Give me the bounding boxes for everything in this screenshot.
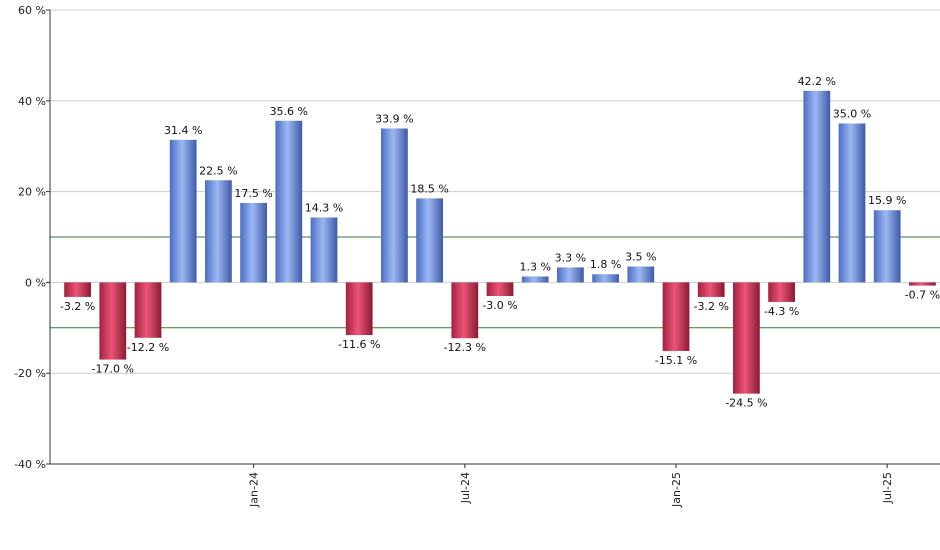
x-tick-label: Jan-25 bbox=[670, 472, 683, 508]
y-tick-label: -20 % bbox=[14, 367, 46, 380]
bar-positive bbox=[627, 266, 655, 283]
data-label: -0.7 % bbox=[905, 289, 940, 302]
data-label: -11.6 % bbox=[338, 338, 380, 351]
threshold-lines bbox=[50, 236, 940, 329]
bar-negative bbox=[733, 282, 760, 394]
x-tick-label: Jan-24 bbox=[248, 472, 261, 508]
axes: 60 % 40 % 20 % 0 % -20 % -40 % Jan-24 Jul-24 Jan… bbox=[14, 4, 940, 508]
data-label: 18.5 % bbox=[410, 182, 448, 195]
data-label: 22.5 % bbox=[199, 164, 237, 177]
data-label: -3.0 % bbox=[482, 299, 517, 312]
data-label: -12.3 % bbox=[444, 341, 486, 354]
bar-positive bbox=[873, 210, 901, 283]
bar-positive bbox=[521, 276, 549, 283]
data-label: 35.0 % bbox=[833, 108, 871, 121]
data-label: 31.4 % bbox=[164, 124, 202, 137]
bar-positive bbox=[557, 267, 584, 283]
data-label: 1.3 % bbox=[519, 260, 550, 273]
bar-negative bbox=[697, 282, 725, 297]
data-label: -4.3 % bbox=[764, 305, 799, 318]
data-labels: -3.2 % -17.0 % -12.2 % 31.4 % 22.5 % 17.5 % 35… bbox=[60, 75, 940, 410]
bar-positive bbox=[275, 120, 303, 283]
bar-negative bbox=[64, 282, 91, 297]
data-label: 3.5 % bbox=[625, 251, 656, 264]
data-label: 35.6 % bbox=[270, 105, 308, 118]
bar-negative bbox=[134, 282, 162, 338]
data-label: -24.5 % bbox=[725, 397, 767, 410]
y-tick-label: 20 % bbox=[18, 186, 46, 199]
bar-positive bbox=[169, 139, 197, 283]
bar-positive bbox=[592, 274, 619, 283]
data-label: -3.2 % bbox=[60, 300, 95, 313]
bar-positive bbox=[310, 217, 338, 283]
bar-negative bbox=[909, 282, 936, 286]
bar-negative bbox=[662, 282, 690, 351]
bar-positive bbox=[803, 90, 831, 283]
x-tick-label: Jul-24 bbox=[459, 472, 472, 504]
bar-positive bbox=[381, 128, 408, 283]
bar-positive bbox=[240, 202, 267, 283]
data-label: 15.9 % bbox=[868, 194, 906, 207]
data-label: 14.3 % bbox=[305, 201, 343, 214]
y-tick-label: 60 % bbox=[18, 4, 46, 17]
bar-negative bbox=[99, 282, 127, 360]
bar-positive bbox=[838, 123, 866, 283]
data-label: -3.2 % bbox=[693, 300, 728, 313]
y-tick-label: 0 % bbox=[25, 276, 46, 289]
data-label: -17.0 % bbox=[92, 363, 134, 376]
data-label: -12.2 % bbox=[127, 341, 169, 354]
bar-negative bbox=[451, 282, 479, 339]
bar-negative bbox=[345, 282, 373, 336]
bar-negative bbox=[768, 282, 795, 302]
bars bbox=[64, 90, 936, 394]
bar-positive bbox=[205, 180, 232, 283]
x-tick-label: Jul-25 bbox=[881, 472, 894, 504]
data-label: 17.5 % bbox=[234, 187, 272, 200]
data-label: 3.3 % bbox=[555, 251, 586, 264]
bar-positive bbox=[416, 198, 443, 283]
y-tick-label: -40 % bbox=[14, 458, 46, 471]
data-label: 1.8 % bbox=[590, 258, 621, 271]
y-tick-label: 40 % bbox=[18, 95, 46, 108]
data-label: 42.2 % bbox=[798, 75, 836, 88]
bar-negative bbox=[486, 282, 514, 297]
data-label: -15.1 % bbox=[655, 354, 697, 367]
data-label: 33.9 % bbox=[375, 112, 413, 125]
